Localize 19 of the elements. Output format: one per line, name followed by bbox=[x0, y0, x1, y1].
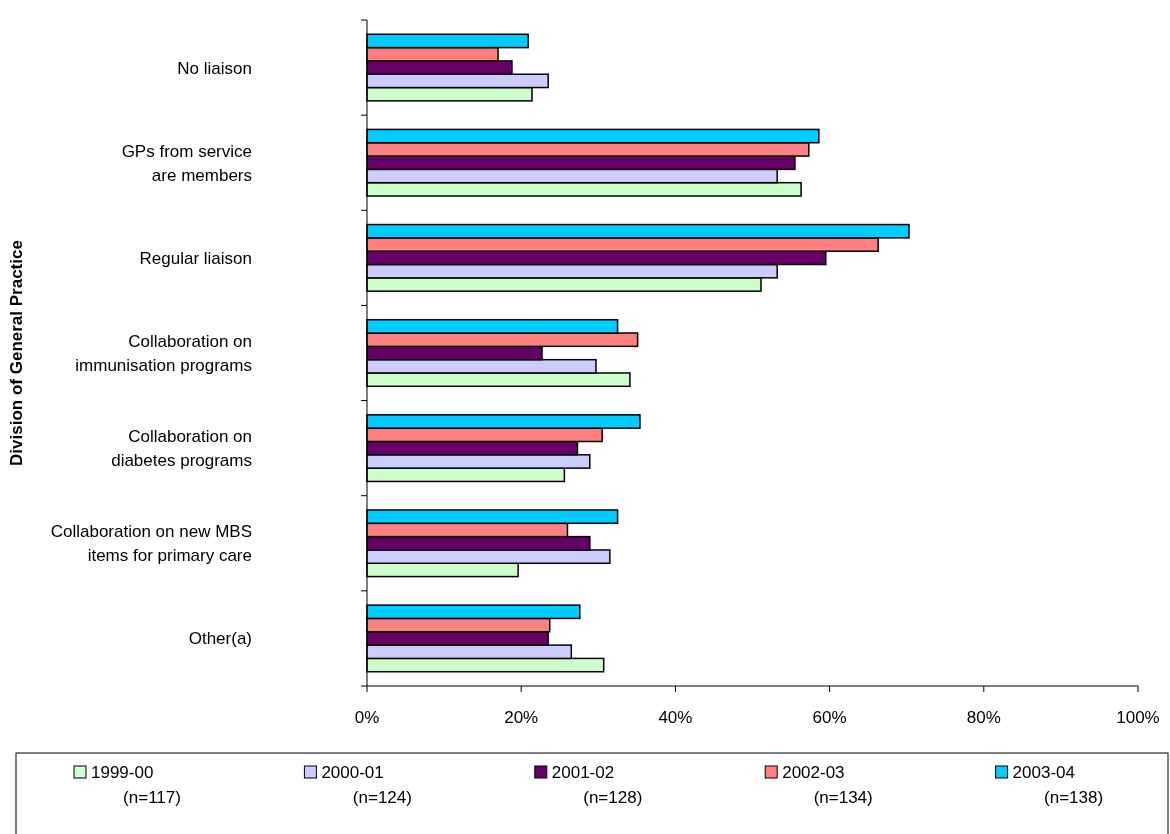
x-tick-label: 40% bbox=[658, 708, 693, 727]
y-axis-title: Division of General Practice bbox=[7, 240, 26, 466]
x-tick-label: 0% bbox=[354, 708, 380, 727]
x-tick-label: 100% bbox=[1116, 708, 1160, 727]
x-tick-label: 80% bbox=[966, 708, 1001, 727]
legend-label: 2001-02 (n=128) bbox=[551, 763, 643, 807]
x-tick-label: 20% bbox=[504, 708, 539, 727]
x-tick-label: 60% bbox=[812, 708, 847, 727]
y-tick-label: Other(a) bbox=[188, 629, 252, 649]
y-tick-label: Regular liaison bbox=[139, 248, 252, 268]
y-tick-label: Collaboration on diabetes programs bbox=[111, 427, 252, 471]
y-tick-label: Collaboration on immunisation programs bbox=[75, 332, 252, 375]
y-tick-label: No liaison bbox=[177, 58, 252, 78]
legend-label: 2003-04 (n=138) bbox=[1012, 763, 1104, 807]
legend-label: 2000-01 (n=124) bbox=[321, 763, 412, 807]
y-tick-label: Collaboration on new MBS items for primary care bbox=[50, 522, 252, 566]
legend-label: 1999-00 (n=117) bbox=[91, 763, 181, 807]
legend-label: 2002-03 (n=134) bbox=[782, 763, 873, 807]
y-tick-label: GPs from service are members bbox=[121, 141, 252, 185]
